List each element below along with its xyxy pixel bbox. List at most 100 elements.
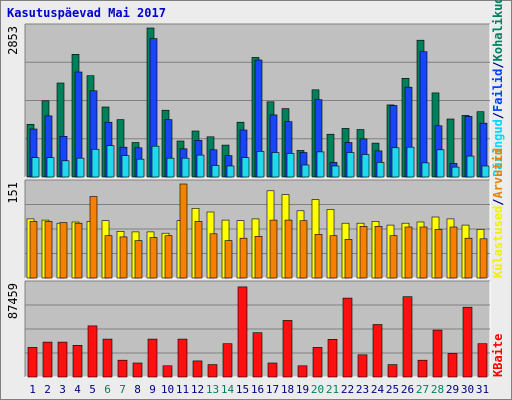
- bar-kbaite-day-19: [297, 365, 308, 378]
- bar-kbaite-day-16: [252, 332, 263, 378]
- x-tick-label-27: 27: [416, 383, 429, 396]
- bar-kbaite-day-25: [387, 364, 398, 378]
- legend-entry-kohalikud: Kohalikud: [491, 0, 505, 61]
- bar-kbaite-day-14: [222, 343, 233, 378]
- bar-päringud-day-27: [421, 162, 430, 178]
- bar-arvutid-day-18: [284, 219, 293, 279]
- bar-arvutid-day-8: [134, 240, 143, 279]
- bar-päringud-day-24: [376, 162, 385, 178]
- bar-arvutid-day-10: [164, 235, 173, 279]
- bar-päringud-day-20: [316, 151, 325, 178]
- bar-kbaite-day-20: [312, 347, 323, 378]
- bar-arvutid-day-22: [344, 239, 353, 279]
- x-tick-label-7: 7: [119, 383, 126, 396]
- bar-kbaite-day-30: [462, 306, 473, 378]
- x-tick-label-28: 28: [431, 383, 444, 396]
- x-tick-label-13: 13: [206, 383, 219, 396]
- bar-päringud-day-18: [286, 153, 295, 178]
- bar-kbaite-day-23: [357, 354, 368, 378]
- x-tick-label-26: 26: [401, 383, 414, 396]
- x-tick-label-20: 20: [311, 383, 324, 396]
- bar-arvutid-day-24: [374, 226, 383, 279]
- bar-arvutid-day-29: [449, 226, 458, 279]
- x-tick-label-19: 19: [296, 383, 309, 396]
- bar-päringud-day-28: [436, 149, 445, 178]
- bar-arvutid-day-19: [299, 220, 308, 279]
- x-tick-label-12: 12: [191, 383, 204, 396]
- bar-päringud-day-14: [226, 165, 235, 178]
- legend-separator: /: [491, 61, 505, 68]
- x-tick-label-22: 22: [341, 383, 354, 396]
- bar-päringud-day-6: [106, 145, 115, 178]
- bar-arvutid-day-1: [29, 221, 38, 279]
- bar-kbaite-day-31: [477, 343, 488, 378]
- bar-kbaite-day-10: [162, 365, 173, 378]
- legend-2: Külastused/Arvutid: [491, 148, 505, 278]
- x-tick-label-5: 5: [89, 383, 96, 396]
- bar-päringud-day-25: [391, 147, 400, 178]
- bar-arvutid-day-23: [359, 226, 368, 279]
- bar-päringud-day-26: [406, 146, 415, 178]
- bar-arvutid-day-30: [464, 237, 473, 279]
- bar-päringud-day-15: [241, 157, 250, 178]
- x-tick-label-6: 6: [104, 383, 111, 396]
- x-tick-label-8: 8: [134, 383, 141, 396]
- bar-arvutid-day-3: [59, 222, 68, 279]
- x-tick-label-14: 14: [221, 383, 235, 396]
- x-tick-label-1: 1: [29, 383, 36, 396]
- x-tick-label-25: 25: [386, 383, 399, 396]
- bar-arvutid-day-5: [89, 196, 98, 279]
- bar-päringud-day-21: [331, 165, 340, 178]
- bar-kbaite-day-13: [207, 364, 218, 378]
- bar-kbaite-day-7: [117, 359, 128, 378]
- bar-arvutid-day-6: [104, 235, 113, 279]
- bar-päringud-day-1: [31, 157, 40, 178]
- x-tick-label-4: 4: [74, 383, 81, 396]
- x-tick-label-29: 29: [446, 383, 459, 396]
- y-max-label-2: 151: [6, 182, 20, 204]
- x-tick-label-21: 21: [326, 383, 339, 396]
- bar-arvutid-day-14: [224, 240, 233, 279]
- bar-päringud-day-7: [121, 155, 130, 178]
- bar-kbaite-day-4: [72, 344, 83, 378]
- bar-arvutid-day-4: [74, 222, 83, 279]
- bar-päringud-day-9: [151, 145, 160, 178]
- bar-arvutid-day-31: [479, 238, 488, 279]
- x-tick-label-2: 2: [44, 383, 51, 396]
- bar-arvutid-day-15: [239, 237, 248, 279]
- bar-arvutid-day-26: [404, 226, 413, 279]
- y-max-label-3: 87459: [6, 283, 20, 319]
- bar-kbaite-day-6: [102, 338, 113, 378]
- bar-kbaite-day-17: [267, 362, 278, 378]
- legend-entry-külastused: Külastused: [491, 206, 505, 278]
- y-max-label-1: 2853: [6, 26, 20, 55]
- bar-kbaite-day-21: [327, 338, 338, 378]
- bar-arvutid-day-13: [209, 233, 218, 279]
- bar-arvutid-day-9: [149, 237, 158, 279]
- bar-päringud-day-8: [136, 158, 145, 178]
- bar-päringud-day-23: [361, 154, 370, 178]
- bar-arvutid-day-28: [434, 229, 443, 279]
- bar-päringud-day-31: [481, 165, 490, 178]
- bar-päringud-day-5: [91, 149, 100, 178]
- bar-arvutid-day-27: [419, 226, 428, 279]
- bar-kbaite-day-27: [417, 359, 428, 378]
- bar-arvutid-day-25: [389, 235, 398, 279]
- x-tick-label-15: 15: [236, 383, 249, 396]
- legend-3: KBaite: [491, 334, 505, 377]
- bar-failid-day-27: [419, 51, 428, 178]
- x-tick-label-16: 16: [251, 383, 264, 396]
- bar-päringud-day-2: [46, 157, 55, 178]
- bar-päringud-day-17: [271, 152, 280, 178]
- bar-päringud-day-30: [466, 155, 475, 178]
- bar-päringud-day-3: [61, 160, 70, 178]
- legend-1: Päringud/Failid/Kohalikud: [491, 0, 505, 177]
- bar-kbaite-day-12: [192, 360, 203, 378]
- bar-kbaite-day-29: [447, 353, 458, 378]
- legend-entry-päringud: Päringud: [491, 119, 505, 177]
- bar-kbaite-day-26: [402, 296, 413, 378]
- x-tick-label-18: 18: [281, 383, 294, 396]
- legend-entry-kbaite: KBaite: [491, 334, 505, 377]
- bar-päringud-day-22: [346, 152, 355, 178]
